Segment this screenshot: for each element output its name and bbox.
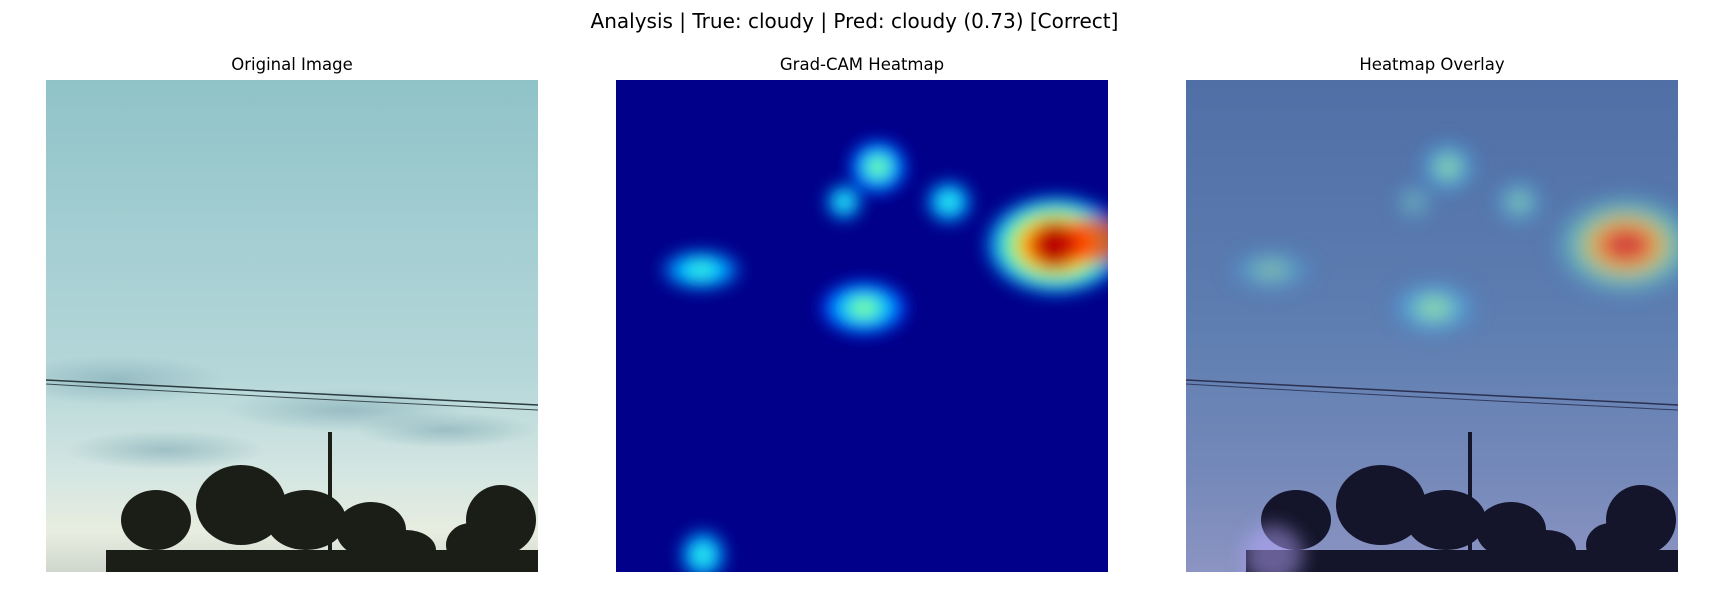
hotspot-center	[816, 278, 912, 338]
gradcam-heatmap	[616, 80, 1108, 572]
hotspot-mid-top	[921, 176, 977, 228]
panel-title-overlay: Heatmap Overlay	[1359, 55, 1505, 74]
panel-title-heatmap: Grad-CAM Heatmap	[779, 55, 945, 74]
panel-title-original: Original Image	[231, 55, 353, 74]
hotspot-top	[846, 137, 910, 197]
original-image	[46, 80, 538, 572]
hotspot-left	[653, 246, 749, 294]
hotspot-bottom	[675, 525, 731, 572]
figure-title: Analysis | True: cloudy | Pred: cloudy (…	[590, 9, 1119, 33]
heatmap-overlay	[1186, 80, 1678, 572]
hotspot-small-left	[822, 180, 866, 224]
